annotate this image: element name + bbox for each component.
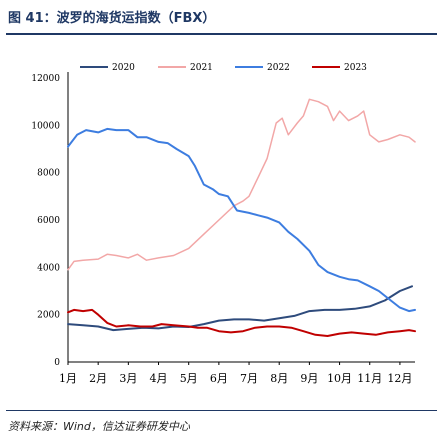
y-tick-label: 0 xyxy=(54,358,60,368)
x-tick-label: 7月 xyxy=(240,372,258,385)
series-line-2023 xyxy=(67,308,416,337)
legend-label: 2021 xyxy=(190,63,213,73)
x-tick-label: 12月 xyxy=(387,372,412,385)
legend-label: 2023 xyxy=(344,63,367,73)
series-line-2020 xyxy=(67,285,413,332)
y-tick-label: 6000 xyxy=(37,216,60,226)
x-tick-label: 2月 xyxy=(89,372,107,385)
source-rule xyxy=(6,410,437,411)
chart-axes: 0 2000 4000 6000 8000 10000 12000 1月 2月 3月 4月 5月 6月 7… xyxy=(31,72,415,385)
x-tick-label: 5月 xyxy=(180,372,198,385)
x-tick-label: 8月 xyxy=(270,372,288,385)
y-tick-label: 8000 xyxy=(37,169,60,179)
y-tick-label: 12000 xyxy=(31,74,60,84)
figure-title: 图 41：波罗的海货运指数（FBX） xyxy=(8,11,216,26)
x-tick-label: 3月 xyxy=(119,372,137,385)
x-tick-label: 4月 xyxy=(150,372,168,385)
y-tick-label: 2000 xyxy=(37,311,60,321)
y-tick-label: 4000 xyxy=(37,263,60,273)
chart-series xyxy=(67,98,416,337)
source-note: 资料来源：Wind，信达证券研发中心 xyxy=(8,420,190,433)
chart-legend: 2020 2021 2022 2023 xyxy=(80,63,367,73)
x-tick-label: 9月 xyxy=(300,372,318,385)
series-line-2022 xyxy=(67,127,416,313)
legend-label: 2020 xyxy=(112,63,135,73)
x-tick-label: 10月 xyxy=(327,372,352,385)
x-tick-label: 1月 xyxy=(59,372,77,385)
legend-label: 2022 xyxy=(267,63,290,73)
title-rule xyxy=(6,33,437,35)
x-tick-label: 6月 xyxy=(210,372,228,385)
y-tick-label: 10000 xyxy=(31,121,60,131)
line-chart: 2020 2021 2022 2023 0 2000 4000 6000 8000 10000 1… xyxy=(31,63,416,385)
x-tick-label: 11月 xyxy=(357,372,382,385)
series-line-2021 xyxy=(67,98,416,271)
